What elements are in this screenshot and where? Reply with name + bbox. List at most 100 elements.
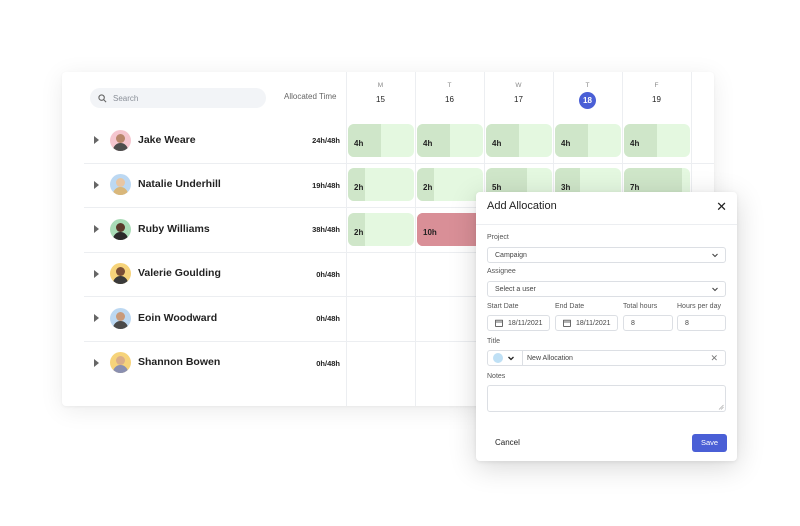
avatar-body [113,231,128,240]
project-select[interactable]: Campaign [487,247,726,263]
allocation-block[interactable]: 4h [624,123,690,157]
day-header[interactable]: M 15 [346,72,415,118]
total-hours-label: Total hours [623,303,658,310]
day-of-week: M [377,82,384,89]
expand-caret-icon[interactable] [94,269,99,278]
avatar-body [113,365,128,374]
close-icon[interactable]: ✕ [716,199,727,214]
chevron-down-icon [712,287,718,292]
day-header[interactable]: T 16 [415,72,484,118]
avatar-body [113,276,128,285]
search-input[interactable]: Search [90,88,266,108]
allocation-block[interactable]: 2h [348,168,414,202]
row-divider [84,162,714,164]
expand-caret-icon[interactable] [94,358,99,367]
title-divider [522,351,523,365]
avatar [110,263,131,285]
avatar-head [116,222,125,232]
allocated-time-header: Allocated Time [284,92,337,101]
hours-per-day-input[interactable]: 8 [677,315,726,331]
expand-caret-icon[interactable] [94,225,99,234]
allocated-hours: 0h/48h [316,269,340,279]
person-name[interactable]: Eoin Woodward [138,311,218,324]
expand-caret-icon[interactable] [94,314,99,323]
allocated-hours: 24h/48h [312,136,340,146]
expand-caret-icon[interactable] [94,180,99,189]
today-date: 18 [579,92,596,109]
allocation-fill [348,123,381,157]
project-value: Campaign [495,251,527,259]
total-hours-input[interactable]: 8 [623,315,673,331]
chevron-down-icon[interactable] [507,354,515,362]
avatar-head [116,133,125,143]
avatar [110,218,131,240]
person-name[interactable]: Shannon Bowen [138,356,221,369]
avatar [110,307,131,329]
allocation-block[interactable]: 10h [417,212,483,246]
day-number: 15 [376,95,385,104]
allocation-fill [417,168,434,202]
allocation-block[interactable]: 4h [486,123,552,157]
allocated-hours: 38h/48h [312,225,340,235]
person-name[interactable]: Jake Weare [138,133,196,146]
assignee-select[interactable]: Select a user [487,281,726,297]
allocation-hours-label: 4h [423,138,433,148]
start-date-input[interactable]: 18/11/2021 [487,315,550,331]
allocated-hours: 0h/48h [316,314,340,324]
day-header[interactable]: W 17 [484,72,553,118]
grid-column-line [346,72,347,406]
person-name[interactable]: Ruby Williams [138,222,210,235]
notes-textarea[interactable] [487,385,726,412]
allocation-hours-label: 4h [492,138,502,148]
allocation-hours-label: 4h [561,138,571,148]
color-swatch[interactable] [493,353,503,363]
clear-icon[interactable]: ✕ [710,353,718,363]
allocation-block[interactable]: 2h [348,212,414,246]
calendar-icon [563,319,571,327]
allocation-block[interactable]: 4h [348,123,414,157]
title-input[interactable]: New Allocation ✕ [487,350,726,366]
notes-label: Notes [487,373,506,380]
total-hours-value: 8 [631,319,635,327]
start-date-label: Start Date [487,303,519,310]
end-date-input[interactable]: 18/11/2021 [555,315,618,331]
allocation-fill [348,212,365,246]
allocation-block[interactable]: 4h [417,123,483,157]
chevron-down-icon [712,253,718,258]
expand-caret-icon[interactable] [94,136,99,145]
allocated-hours: 19h/48h [312,180,340,190]
search-placeholder: Search [113,93,139,103]
person-name[interactable]: Valerie Goulding [138,267,221,280]
day-of-week: W [515,82,522,89]
day-header[interactable]: T 18 [553,72,622,118]
row-divider [84,251,714,253]
resize-grip-icon[interactable] [718,404,724,410]
person-name[interactable]: Natalie Underhill [138,178,221,191]
allocation-hours-label: 4h [630,138,640,148]
grid-column-line [415,72,416,406]
allocation-hours-label: 4h [354,138,364,148]
title-label: Title [487,338,500,345]
allocation-block[interactable]: 4h [555,123,621,157]
allocation-block[interactable]: 2h [417,168,483,202]
assignee-label: Assignee [487,268,516,275]
day-of-week: F [654,82,659,89]
allocation-fill [348,168,365,202]
allocation-fill [624,123,657,157]
cancel-button[interactable]: Cancel [495,438,520,447]
hours-per-day-label: Hours per day [677,303,721,310]
avatar-head [116,311,125,321]
day-number: 17 [514,95,523,104]
row-divider [84,207,714,208]
avatar [110,352,131,374]
allocation-fill [417,123,450,157]
day-number: 16 [445,95,454,104]
end-date-label: End Date [555,303,585,310]
day-of-week: T [585,82,590,89]
avatar-head [116,267,125,277]
day-number: 19 [652,95,661,104]
day-header[interactable]: F 19 [622,72,691,118]
allocation-fill [486,123,519,157]
save-button[interactable]: Save [692,434,727,452]
dialog-title: Add Allocation [487,200,557,212]
